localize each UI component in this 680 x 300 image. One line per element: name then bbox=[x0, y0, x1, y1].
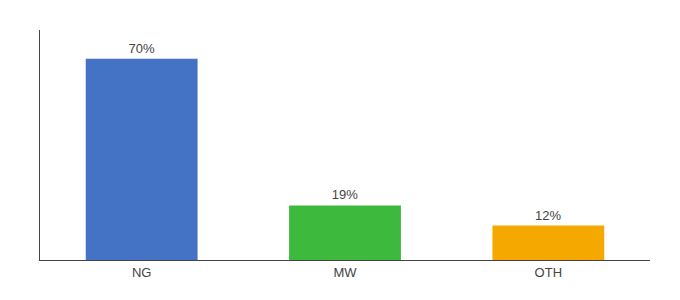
svg-text:12%: 12% bbox=[535, 208, 561, 223]
svg-text:OTH: OTH bbox=[535, 265, 562, 280]
svg-text:19%: 19% bbox=[332, 187, 358, 202]
svg-text:70%: 70% bbox=[128, 41, 154, 56]
svg-text:MW: MW bbox=[333, 265, 357, 280]
svg-text:NG: NG bbox=[132, 265, 152, 280]
